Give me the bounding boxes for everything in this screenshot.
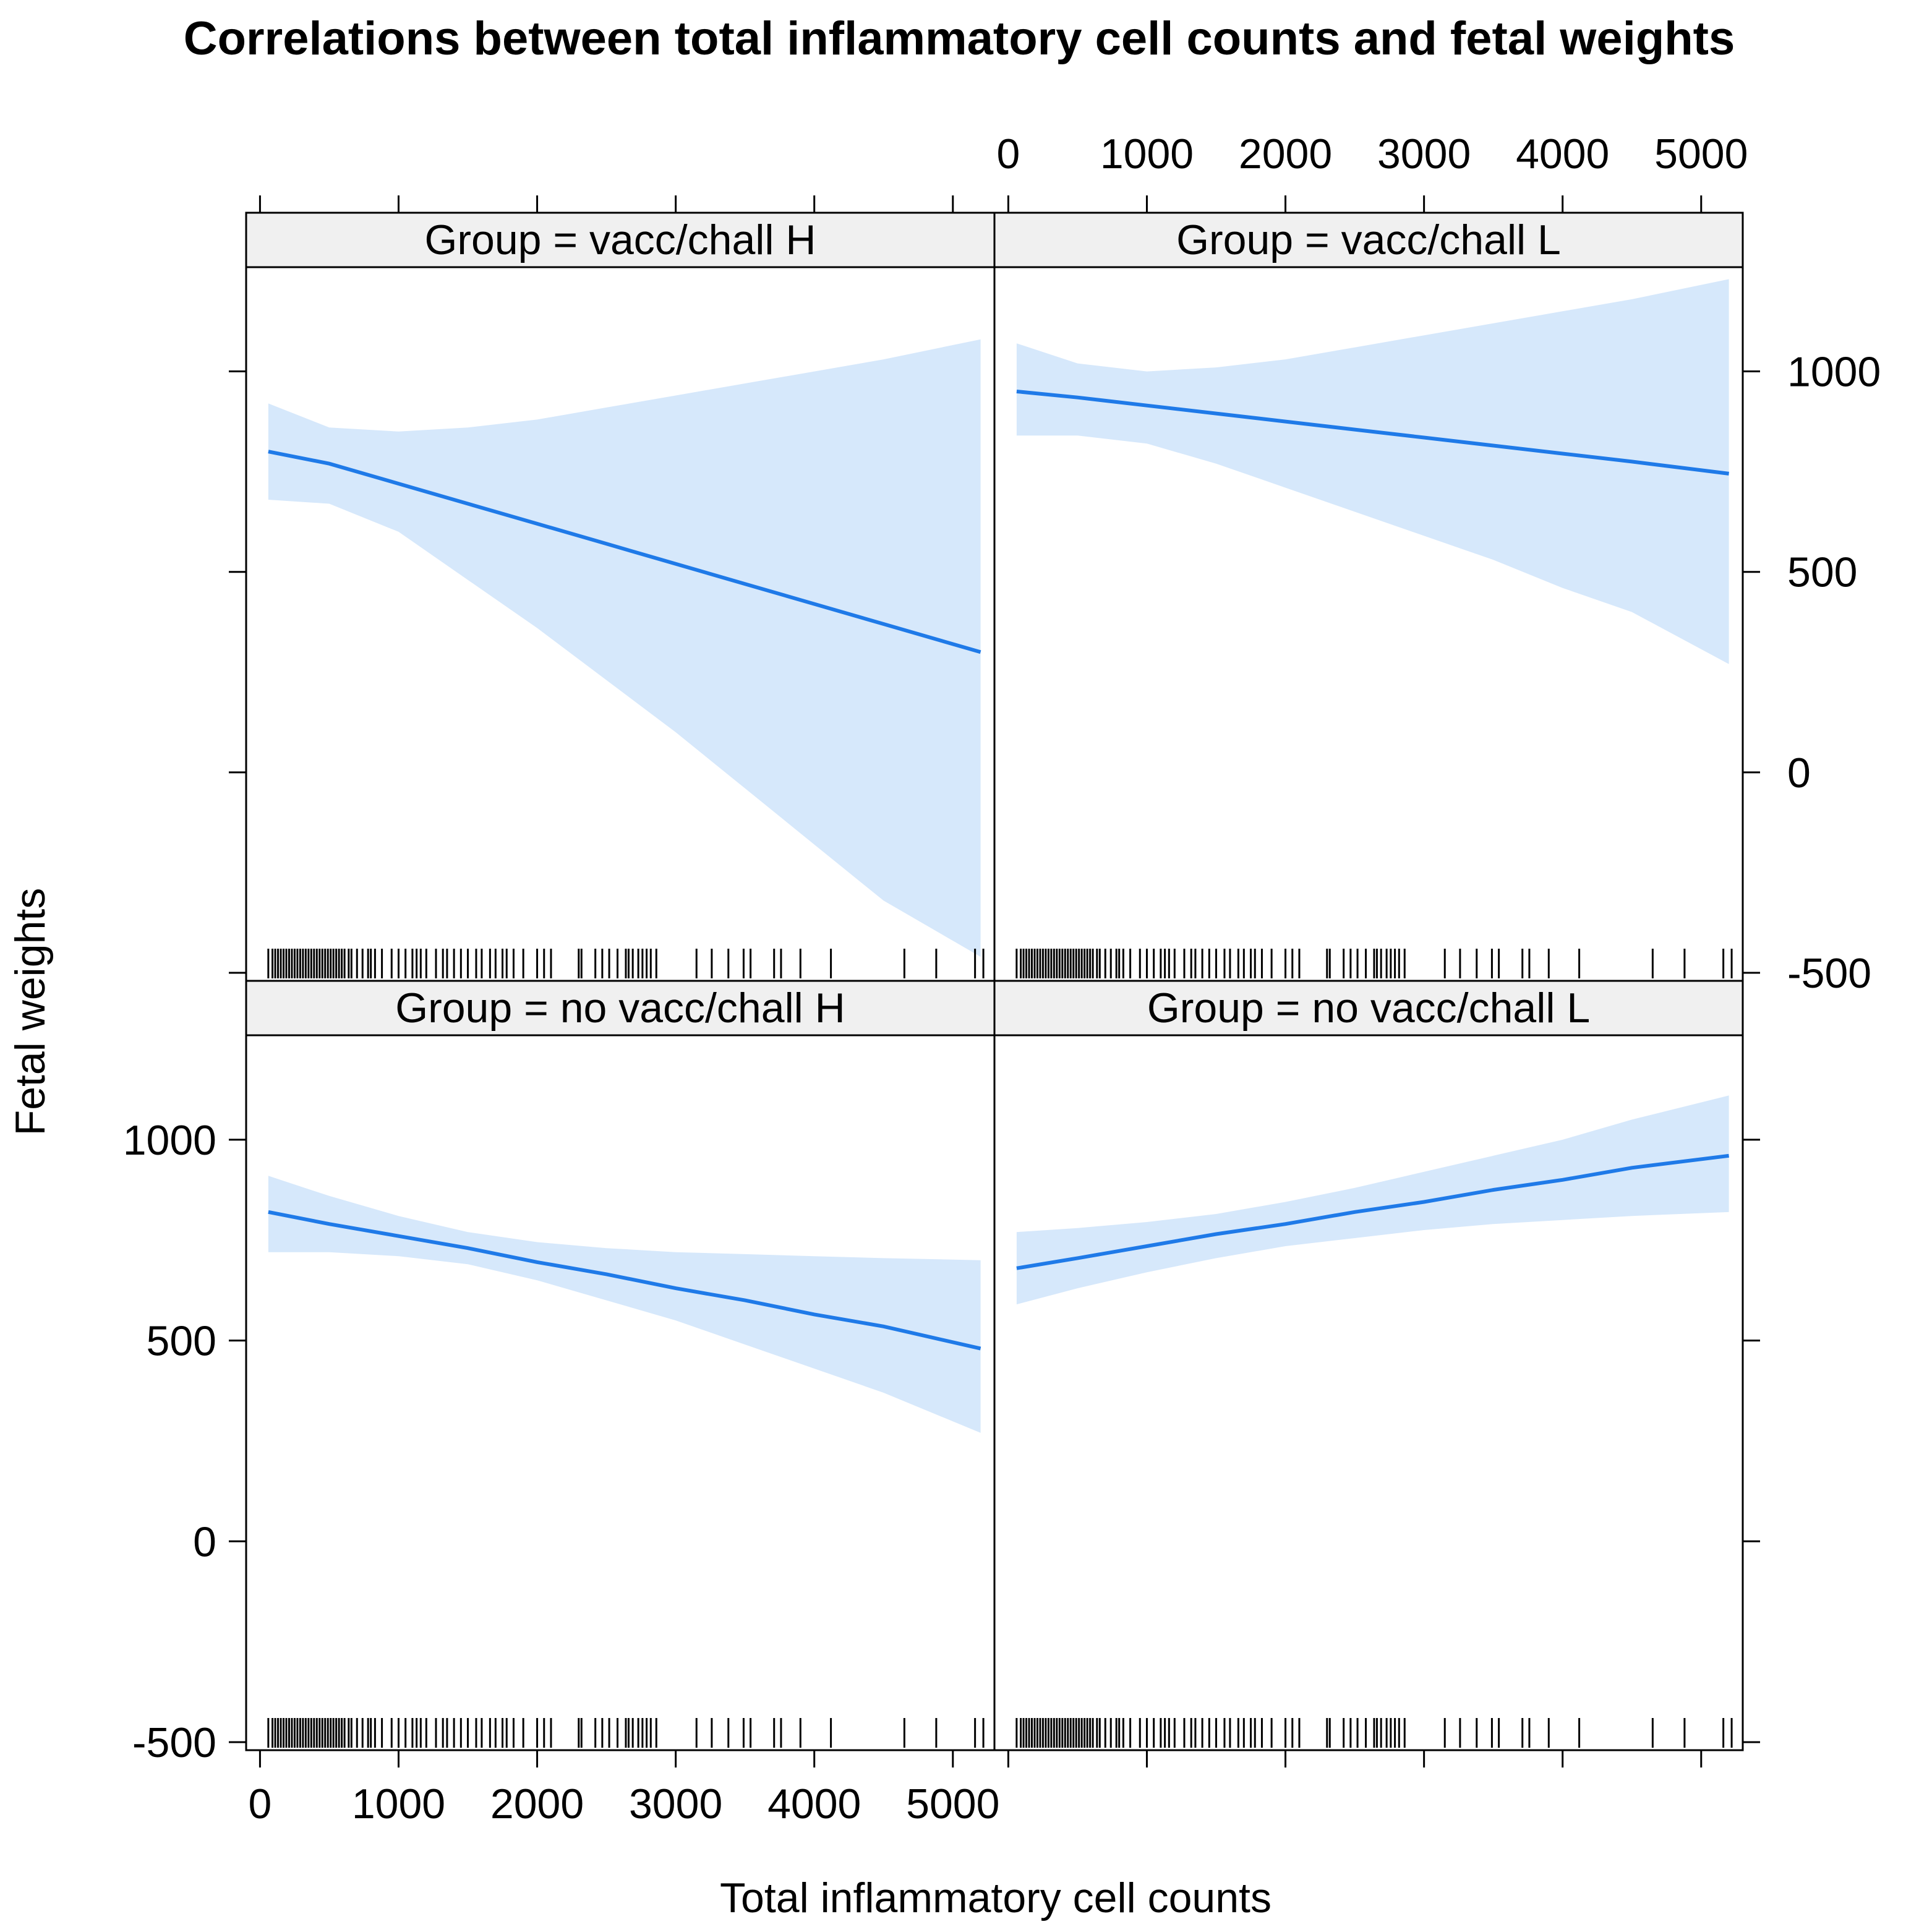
y-tick-label-right: 1000 (1787, 349, 1881, 396)
x-tick-label-bottom: 2000 (490, 1780, 584, 1827)
panel-top-left: Group = vacc/chall H (245, 212, 996, 978)
panel-bottom-right: Group = no vacc/chall L (993, 980, 1744, 1748)
panel-strip (245, 980, 996, 1037)
y-tick-label-right: 500 (1787, 549, 1857, 596)
x-tick-label-top: 0 (996, 130, 1020, 177)
y-tick-label-right: 0 (1787, 750, 1811, 797)
strip-label: Group = vacc/chall L (1176, 216, 1561, 263)
y-tick-label-left: 0 (193, 1518, 216, 1565)
x-tick-label-top: 3000 (1377, 130, 1471, 177)
confidence-band (268, 1176, 981, 1433)
rug-marks (267, 1718, 985, 1748)
rug-marks (1015, 949, 1733, 978)
x-axis-title: Total inflammatory cell counts (720, 1874, 1271, 1921)
x-tick-label-bottom: 4000 (767, 1780, 861, 1827)
fit-line (268, 450, 981, 654)
rug-marks (1015, 1718, 1733, 1748)
x-tick-label-bottom: 1000 (352, 1780, 445, 1827)
x-tick-label-bottom: 5000 (906, 1780, 999, 1827)
strip-label: Group = no vacc/chall H (395, 985, 845, 1032)
fit-line (268, 1210, 981, 1351)
y-tick-label-left: 500 (147, 1318, 216, 1365)
x-tick-label-top: 2000 (1239, 130, 1332, 177)
x-tick-label-bottom: 0 (248, 1780, 271, 1827)
x-tick-label-bottom: 3000 (629, 1780, 722, 1827)
strip-label: Group = no vacc/chall L (1147, 985, 1590, 1032)
y-tick-label-right: -500 (1787, 950, 1871, 997)
x-tick-label-top: 4000 (1516, 130, 1609, 177)
panel-strip (245, 212, 996, 268)
confidence-band (1016, 1095, 1729, 1305)
y-tick-label-left: -500 (132, 1719, 216, 1766)
rug-marks (267, 949, 985, 978)
chart-title: Correlations between total inflammatory … (184, 12, 1735, 65)
panel-top-right: Group = vacc/chall L (993, 212, 1744, 978)
fit-line (1016, 390, 1729, 476)
confidence-band (1016, 279, 1729, 664)
panels-layer: Group = vacc/chall H Group = vacc/chall L… (245, 212, 1744, 1748)
y-axis-title: Fetal weights (7, 888, 54, 1136)
strip-label: Group = vacc/chall H (424, 216, 816, 263)
x-tick-label-top: 1000 (1100, 130, 1194, 177)
fit-line (1016, 1153, 1729, 1270)
x-tick-label-top: 5000 (1654, 130, 1748, 177)
y-tick-label-left: 1000 (123, 1117, 216, 1164)
confidence-band (268, 339, 981, 957)
panel-bottom-left: Group = no vacc/chall H (245, 980, 996, 1748)
